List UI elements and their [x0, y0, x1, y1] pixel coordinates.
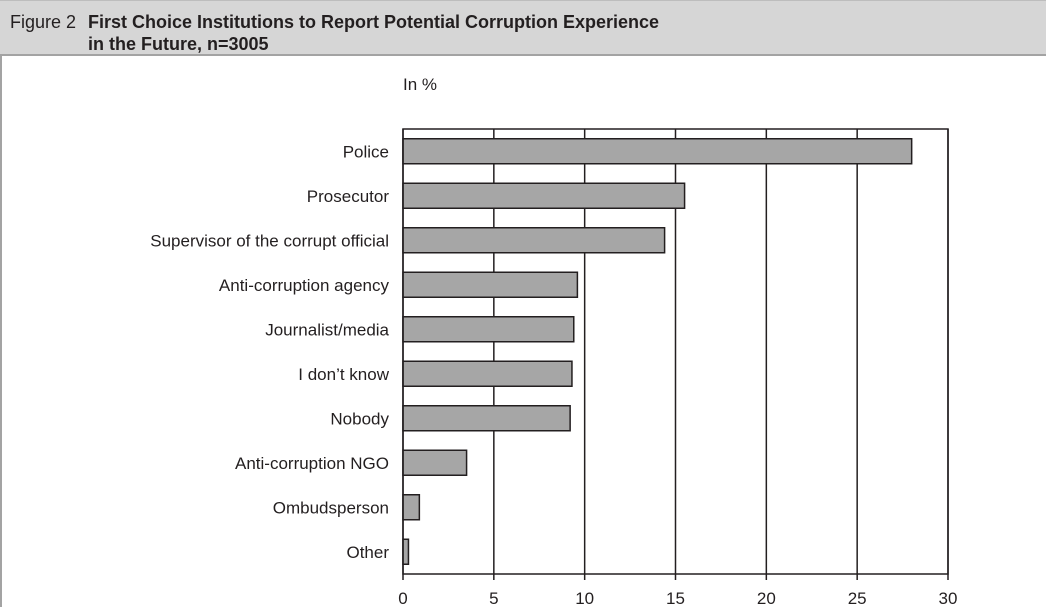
category-label: Prosecutor [307, 187, 390, 206]
bar [402, 227, 666, 254]
category-label: Ombudsperson [273, 498, 389, 517]
category-label: Anti-corruption NGO [235, 454, 389, 473]
category-label: Journalist/media [265, 320, 389, 339]
category-label: Police [343, 142, 389, 161]
bar [402, 271, 579, 298]
bar [402, 360, 573, 387]
x-tick-label: 25 [848, 589, 867, 607]
bar [402, 449, 468, 476]
bar [402, 538, 410, 565]
bar [402, 316, 575, 343]
x-tick-label: 0 [398, 589, 407, 607]
unit-label: In % [403, 75, 437, 94]
x-tick-label: 30 [939, 589, 958, 607]
bar [402, 138, 913, 165]
bar [402, 182, 686, 209]
figure-title-line-1: First Choice Institutions to Report Pote… [88, 12, 660, 32]
category-label: Anti-corruption agency [219, 276, 390, 295]
frame-left-border [0, 56, 2, 607]
bar-chart: In % Police Prosecutor Supervisor of the c… [150, 75, 957, 607]
x-tick-label: 15 [666, 589, 685, 607]
category-labels: Police Prosecutor Supervisor of the corrup… [150, 142, 389, 562]
x-tick-label: 10 [575, 589, 594, 607]
category-label: Other [346, 543, 389, 562]
x-tick-label: 20 [757, 589, 776, 607]
plot-area-border [402, 128, 949, 575]
figure-title-line-2: in the Future, n=3005 [88, 34, 269, 54]
x-tick-label: 5 [489, 589, 498, 607]
figure-header: Figure 2 First Choice Institutions to Re… [0, 0, 1046, 56]
category-label: Supervisor of the corrupt official [150, 231, 389, 250]
bar [402, 405, 571, 432]
x-tick-labels: 0 5 10 15 20 25 30 [398, 589, 957, 607]
category-label: Nobody [330, 409, 389, 428]
figure-label: Figure 2 [10, 12, 77, 32]
category-label: I don’t know [298, 365, 389, 384]
bar [402, 494, 421, 521]
bars [402, 138, 913, 565]
